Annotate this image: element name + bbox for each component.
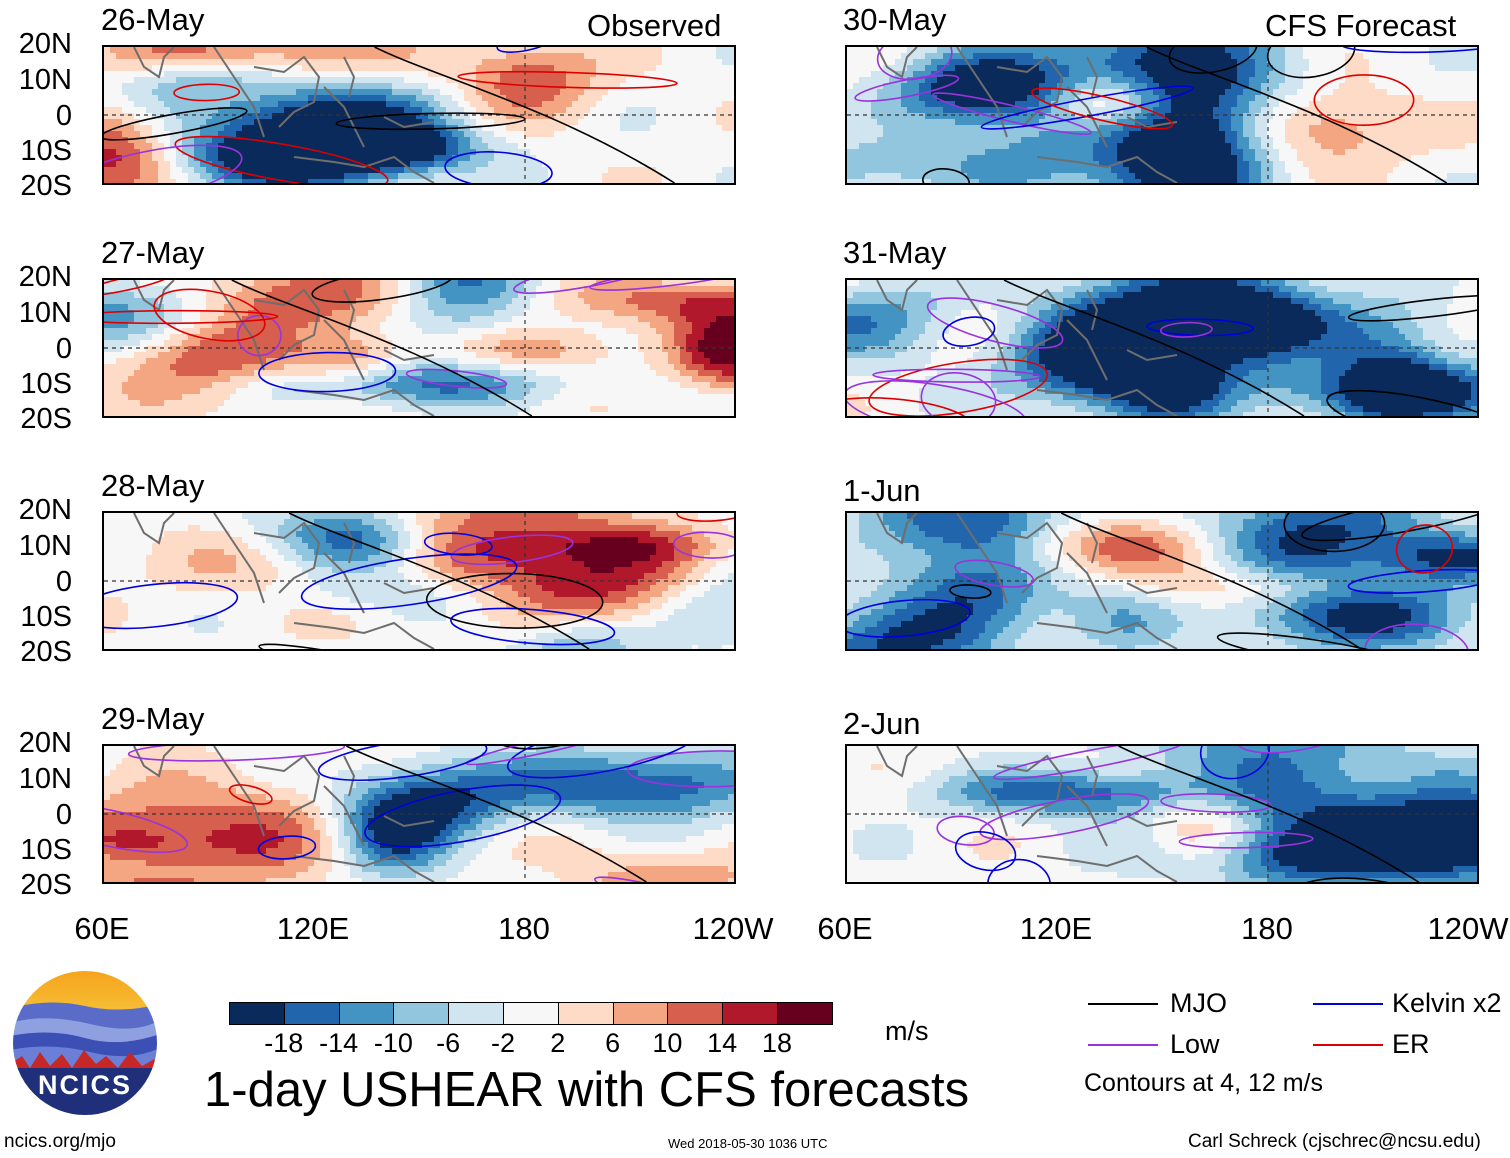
lat-label: 10N — [18, 297, 72, 329]
date-label: 27-May — [101, 235, 205, 270]
lat-label: 20S — [20, 869, 72, 901]
forecast-title: CFS Forecast — [1265, 8, 1457, 43]
map-panel — [102, 45, 736, 185]
colorbar-swatch — [612, 1002, 669, 1025]
map-panel — [845, 45, 1479, 185]
map-field — [847, 280, 1477, 416]
lat-label: 0 — [55, 799, 72, 831]
lon-label: 60E — [74, 911, 130, 946]
lat-label: 20N — [18, 494, 72, 526]
legend-line-kelvin — [1313, 1003, 1383, 1005]
colorbar-tick-label: 2 — [550, 1028, 566, 1058]
lon-label: 120E — [1019, 911, 1093, 946]
ncics-logo: NCICS — [10, 968, 160, 1123]
map-panel — [845, 278, 1479, 418]
colorbar-tick-label: -2 — [490, 1028, 516, 1058]
lon-label: 180 — [498, 911, 550, 946]
footer-url[interactable]: ncics.org/mjo — [4, 1131, 116, 1152]
lon-label: 120W — [1427, 911, 1509, 946]
lat-label: 10N — [18, 64, 72, 96]
map-panel — [102, 744, 736, 884]
figure-title: 1-day USHEAR with CFS forecasts — [204, 1063, 970, 1117]
colorbar-swatch — [722, 1002, 778, 1025]
legend-label-er: ER — [1392, 1029, 1430, 1059]
map-panel — [845, 511, 1479, 651]
colorbar-tick-label: 6 — [605, 1028, 621, 1058]
colorbar-tick-label: -14 — [319, 1028, 359, 1058]
lat-label: 20S — [20, 403, 72, 435]
legend-line-er — [1313, 1044, 1383, 1046]
colorbar-swatch — [338, 1002, 395, 1025]
observed-title: Observed — [587, 8, 722, 43]
legend-label-low: Low — [1170, 1029, 1220, 1059]
lat-label: 20S — [20, 170, 72, 202]
colorbar-swatch — [393, 1002, 450, 1025]
lon-label: 120W — [692, 911, 774, 946]
colorbar-tick-label: -10 — [373, 1028, 413, 1058]
lon-label: 60E — [817, 911, 873, 946]
lat-label: 0 — [55, 100, 72, 132]
colorbar-tick-label: -18 — [264, 1028, 304, 1058]
colorbar-tick-label: 10 — [652, 1028, 683, 1058]
date-label: 26-May — [101, 2, 205, 37]
colorbar-swatch — [448, 1002, 504, 1025]
lon-label: 120E — [276, 911, 350, 946]
lat-label: 10N — [18, 530, 72, 562]
map-panel — [102, 511, 736, 651]
legend-line-mjo — [1088, 1003, 1158, 1005]
date-label: 1-Jun — [843, 473, 921, 508]
map-field — [847, 47, 1477, 183]
lon-label: 180 — [1241, 911, 1293, 946]
map-field — [847, 513, 1477, 649]
lat-label: 20N — [18, 727, 72, 759]
lat-label: 10S — [20, 368, 72, 400]
map-field — [104, 746, 734, 882]
lat-label: 0 — [55, 333, 72, 365]
footer-author: Carl Schreck (cjschrec@ncsu.edu) — [1188, 1131, 1481, 1152]
logo-text: NCICS — [37, 1070, 132, 1100]
lat-label: 20N — [18, 28, 72, 60]
lat-label: 10S — [20, 834, 72, 866]
colorbar-tick-label: 14 — [707, 1028, 738, 1058]
colorbar-swatch — [777, 1002, 833, 1025]
date-label: 31-May — [843, 235, 947, 270]
legend-line-low — [1088, 1044, 1158, 1046]
date-label: 29-May — [101, 701, 205, 736]
date-label: 28-May — [101, 468, 205, 503]
date-label: 2-Jun — [843, 706, 921, 741]
legend-contour-note: Contours at 4, 12 m/s — [1084, 1069, 1324, 1097]
lat-label: 10S — [20, 601, 72, 633]
colorbar-tick-label: -6 — [436, 1028, 461, 1058]
colorbar-units: m/s — [885, 1016, 929, 1046]
map-field — [104, 280, 734, 416]
map-field — [104, 513, 734, 649]
colorbar-tick-label: 18 — [761, 1028, 793, 1058]
colorbar-swatch — [557, 1002, 614, 1025]
legend-label-mjo: MJO — [1170, 988, 1227, 1018]
lat-label: 10N — [18, 763, 72, 795]
colorbar-swatch — [283, 1002, 340, 1025]
lat-label: 10S — [20, 135, 72, 167]
date-label: 30-May — [843, 2, 947, 37]
map-field — [847, 746, 1477, 882]
colorbar-swatch — [503, 1002, 559, 1025]
lat-label: 20N — [18, 261, 72, 293]
lat-label: 0 — [55, 566, 72, 598]
map-panel — [845, 744, 1479, 884]
footer-timestamp: Wed 2018-05-30 1036 UTC — [668, 1136, 828, 1151]
map-field — [104, 47, 734, 183]
colorbar-swatch — [229, 1002, 285, 1025]
lat-label: 20S — [20, 636, 72, 668]
map-panel — [102, 278, 736, 418]
colorbar-swatch — [667, 1002, 724, 1025]
legend-label-kelvin: Kelvin x2 — [1392, 988, 1502, 1018]
